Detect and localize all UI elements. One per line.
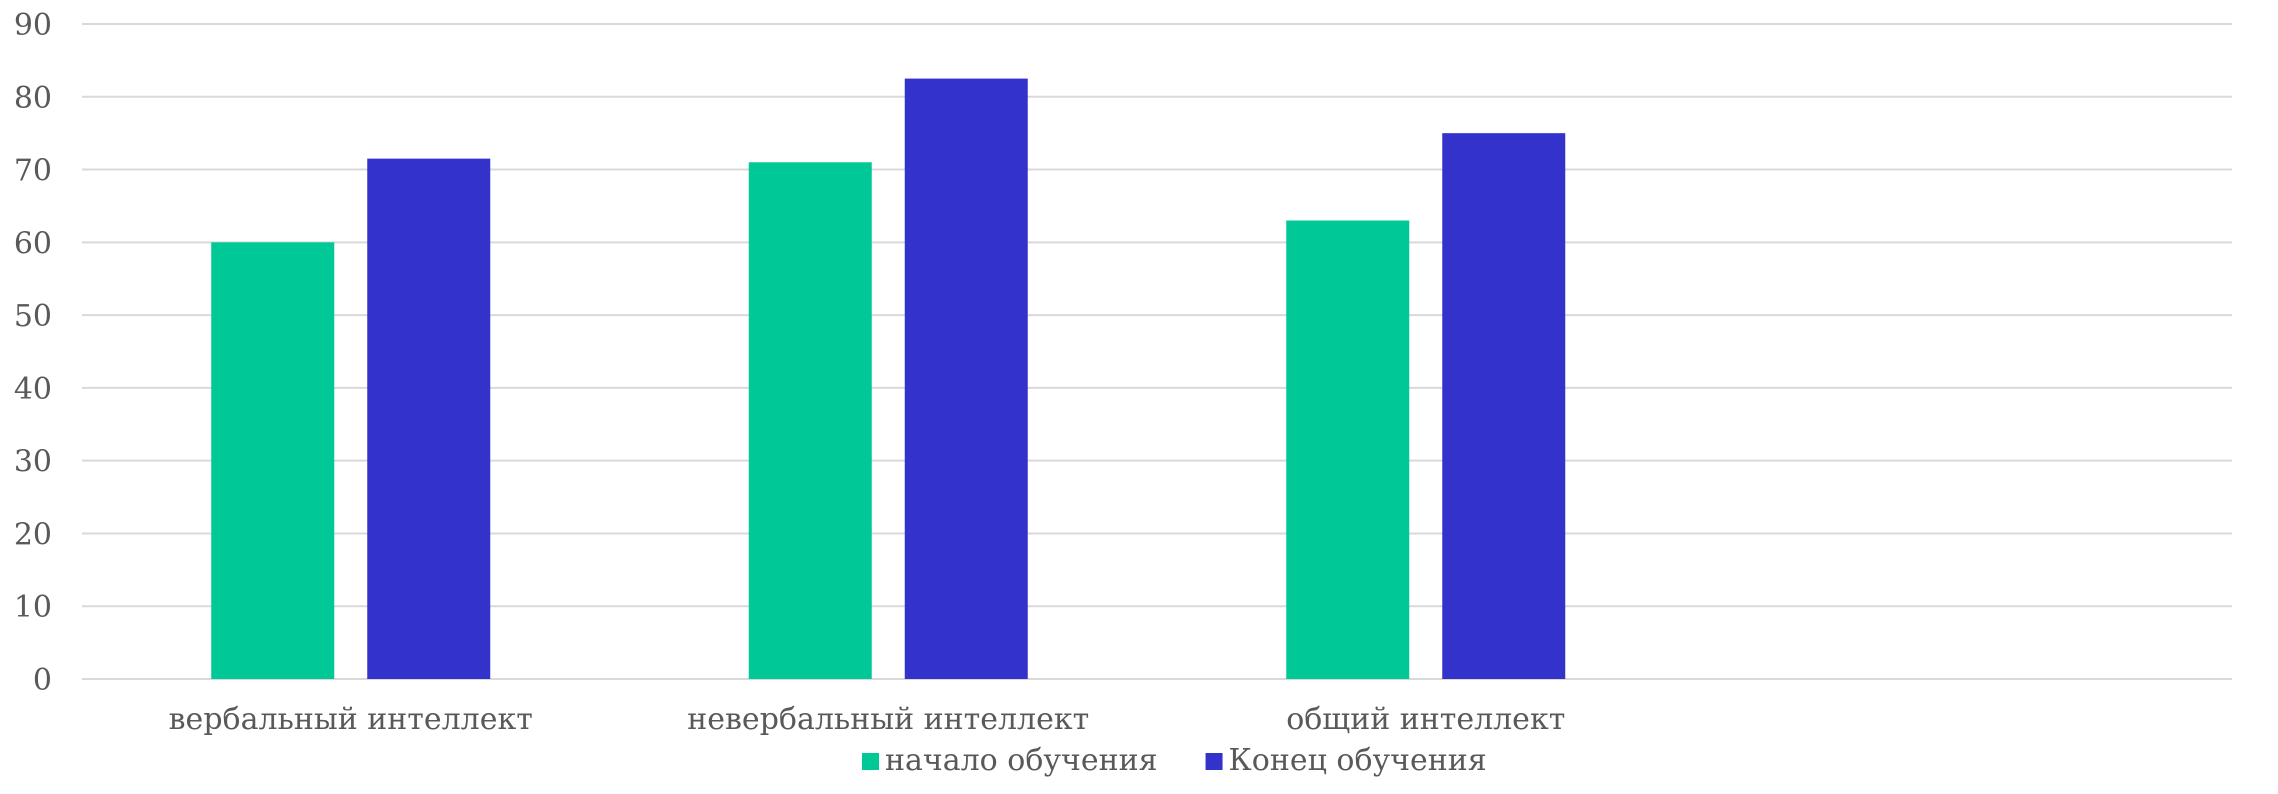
y-tick-label: 60 bbox=[14, 226, 52, 261]
bar-end-2 bbox=[1442, 133, 1566, 679]
y-tick-label: 50 bbox=[14, 299, 52, 334]
bar-end-1 bbox=[904, 78, 1028, 680]
bar-start-1 bbox=[748, 162, 872, 679]
y-tick-label: 40 bbox=[14, 372, 52, 407]
legend-swatch-1 bbox=[1205, 753, 1223, 770]
legend: начало обучения Конец обучения bbox=[862, 743, 1487, 778]
x-axis-category-labels: вербальный интеллект невербальный интелле… bbox=[169, 702, 1566, 737]
y-tick-label: 30 bbox=[14, 445, 52, 480]
y-tick-label: 10 bbox=[14, 590, 52, 625]
y-axis-tick-labels: 0 10 20 30 40 50 60 70 80 90 bbox=[14, 8, 52, 698]
y-tick-label: 0 bbox=[33, 663, 52, 698]
legend-swatch-0 bbox=[862, 753, 879, 770]
y-tick-label: 70 bbox=[14, 154, 52, 189]
legend-label-0: начало обучения bbox=[885, 743, 1158, 778]
legend-label-1: Конец обучения bbox=[1229, 743, 1487, 778]
category-label: вербальный интеллект bbox=[169, 702, 533, 737]
y-tick-label: 90 bbox=[14, 8, 52, 43]
bar-start-0 bbox=[211, 242, 335, 680]
y-tick-label: 80 bbox=[14, 81, 52, 116]
category-label: общий интеллект bbox=[1286, 702, 1565, 737]
y-tick-label: 20 bbox=[14, 517, 52, 552]
bar-end-0 bbox=[367, 158, 491, 679]
category-label: невербальный интеллект bbox=[687, 702, 1089, 737]
bars bbox=[211, 78, 1566, 680]
bar-start-2 bbox=[1286, 220, 1410, 679]
